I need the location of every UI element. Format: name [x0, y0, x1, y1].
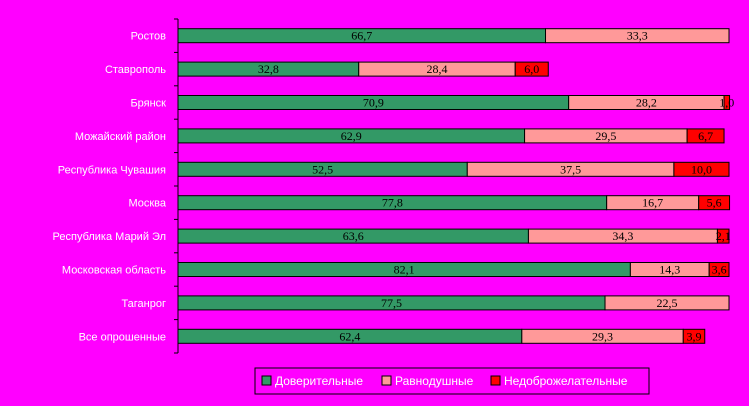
legend-swatch-доверительные	[261, 375, 272, 386]
bar-segment-равнодушные-9	[604, 295, 730, 311]
data-label-доверительные-10: 62,4	[339, 329, 360, 343]
data-label-доверительные-7: 63,6	[343, 229, 364, 243]
bar-segment-недоброжелательные-4	[686, 128, 725, 144]
data-label-равнодушные-1: 33,3	[627, 29, 648, 43]
data-label-доверительные-3: 70,9	[363, 96, 384, 110]
data-label-равнодушные-10: 29,3	[592, 329, 613, 343]
data-label-равнодушные-6: 16,7	[642, 196, 663, 210]
category-label-1: Ростов	[131, 31, 167, 43]
data-label-доверительные-9: 77,5	[381, 296, 402, 310]
category-label-6: Москва	[128, 198, 166, 210]
data-label-недоброжелательные-5: 10,0	[691, 162, 712, 176]
data-label-равнодушные-4: 29,5	[595, 129, 616, 143]
data-label-доверительные-8: 82,1	[394, 263, 415, 277]
category-label-3: Брянск	[130, 98, 166, 110]
legend-label-недоброжелательные: Недоброжелательные	[504, 374, 628, 388]
data-label-недоброжелательные-6: 5,6	[707, 196, 722, 210]
data-label-равнодушные-8: 14,3	[659, 263, 680, 277]
data-label-равнодушные-7: 34,3	[612, 229, 633, 243]
category-label-4: Можайский район	[75, 131, 166, 143]
data-label-недоброжелательные-2: 6,0	[524, 62, 539, 76]
data-label-доверительные-1: 66,7	[351, 29, 372, 43]
data-label-равнодушные-3: 28,2	[636, 96, 657, 110]
data-label-доверительные-5: 52,5	[312, 162, 333, 176]
bar-segment-недоброжелательные-5	[673, 161, 730, 177]
legend-label-доверительные: Доверительные	[275, 374, 363, 388]
data-label-доверительные-2: 32,8	[258, 62, 279, 76]
data-label-недоброжелательные-8: 3,6	[712, 263, 727, 277]
category-label-10: Все опрошенные	[79, 331, 166, 343]
bar-segment-недоброжелательные-8	[708, 262, 730, 277]
data-label-недоброжелательные-4: 6,7	[698, 129, 713, 143]
bar-segment-недоброжелательные-6	[698, 195, 731, 211]
data-label-равнодушные-2: 28,4	[426, 62, 447, 76]
data-label-недоброжелательные-3: 1,0	[719, 96, 734, 110]
data-label-равнодушные-5: 37,5	[560, 162, 581, 176]
legend-box	[254, 367, 650, 395]
category-label-2: Ставрополь	[105, 64, 166, 76]
category-label-5: Республика Чувашия	[58, 164, 166, 176]
category-label-9: Таганрог	[121, 298, 166, 310]
bar-segment-недоброжелательные-7	[716, 228, 730, 244]
category-label-7: Республика Марий Эл	[53, 231, 166, 243]
legend-swatch-недоброжелательные	[490, 375, 501, 386]
bar-segment-равнодушные-1	[545, 28, 730, 44]
bar-segment-недоброжелательные-3	[723, 95, 731, 110]
data-label-недоброжелательные-10: 3,9	[687, 329, 702, 343]
legend-swatch-равнодушные	[381, 375, 392, 386]
bar-segment-недоброжелательные-2	[514, 61, 549, 77]
legend-label-равнодушные: Равнодушные	[395, 374, 474, 388]
data-label-равнодушные-9: 22,5	[657, 296, 678, 310]
bar-segment-недоброжелательные-10	[682, 328, 706, 344]
data-label-недоброжелательные-7: 2,1	[716, 229, 731, 243]
category-label-8: Московская область	[62, 265, 166, 277]
data-label-доверительные-6: 77,8	[382, 196, 403, 210]
data-label-доверительные-4: 62,9	[341, 129, 362, 143]
